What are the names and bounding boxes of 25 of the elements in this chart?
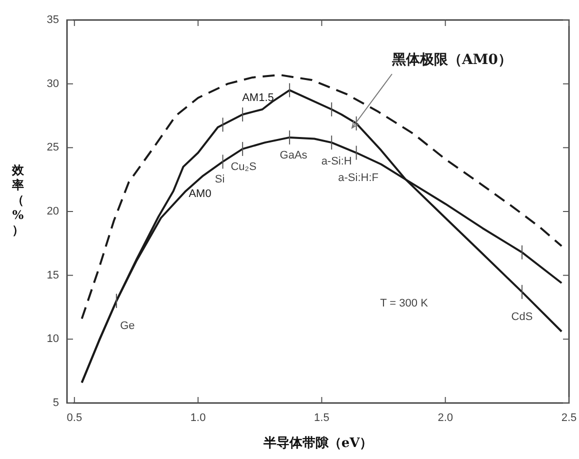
annotation: a-Si:H:F [338,172,379,184]
y-tick-label: 20 [46,206,59,218]
y-tick-label: 35 [46,14,59,26]
x-axis-title: 半导体带隙（eV） [262,436,373,451]
x-tick-label: 1.0 [190,412,206,424]
annotation: T = 300 K [380,297,429,310]
annotation: Ge [120,320,135,332]
y-tick-label: 25 [46,142,59,154]
series-label: AM1.5 [242,92,274,104]
series-label: AM0 [188,188,212,200]
y-axis-title: 效率（%） [11,163,25,237]
annotation: a-Si:H [321,156,352,168]
y-tick-label: 5 [52,397,59,409]
x-tick-label: 2.5 [561,412,577,424]
annotation: GaAs [280,149,308,162]
text: 黑体极限（AM0） [390,52,512,68]
annotation: CdS [511,310,533,323]
x-tick-label: 0.5 [66,412,82,424]
x-tick-label: 2.0 [438,412,454,424]
y-tick-label: 30 [46,78,59,90]
annotation: Cu₂S [230,160,256,173]
annotation: Si [214,174,225,186]
x-tick-label: 1.5 [314,412,330,424]
y-tick-label: 15 [46,269,59,282]
y-tick-label: 10 [46,333,59,346]
